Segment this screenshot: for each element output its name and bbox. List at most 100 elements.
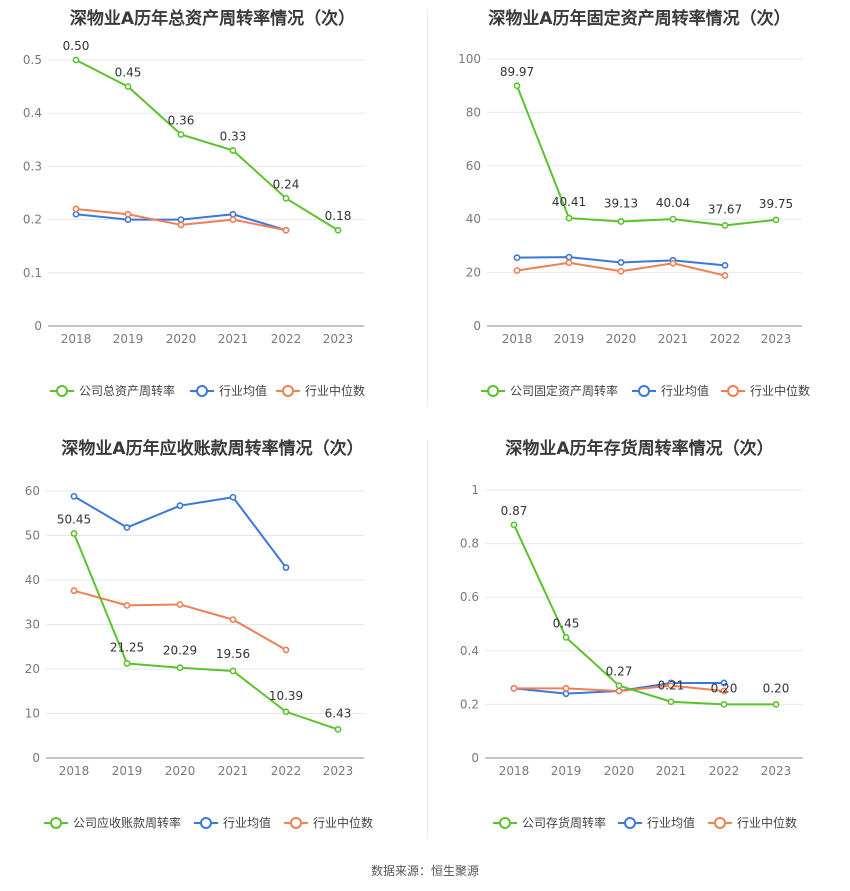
legend-item[interactable]: 公司固定资产周转率 (481, 383, 618, 398)
y-tick-label: 80 (466, 105, 481, 119)
data-point (617, 218, 625, 225)
data-point (72, 210, 80, 218)
x-tick-label: 2018 (499, 764, 530, 778)
x-tick-label: 2018 (59, 764, 90, 778)
legend-marker-icon (50, 817, 62, 829)
data-point (513, 82, 521, 90)
legend-label: 行业中位数 (737, 815, 797, 830)
data-point (229, 210, 237, 218)
data-point (282, 646, 290, 654)
legend-marker-icon (200, 817, 212, 829)
data-point (562, 684, 570, 692)
y-tick-label: 0.1 (23, 266, 42, 280)
legend-item[interactable]: 行业中位数 (284, 815, 373, 830)
legend-item[interactable]: 行业中位数 (276, 383, 365, 398)
data-point (772, 700, 780, 708)
data-point (177, 216, 185, 223)
legend-label: 行业均值 (223, 815, 271, 830)
x-tick-label: 2021 (218, 332, 249, 346)
data-point (124, 210, 132, 218)
legend-item[interactable]: 行业中位数 (708, 815, 797, 830)
data-point (70, 587, 78, 595)
data-point (565, 259, 573, 267)
x-tick-label: 2022 (271, 332, 302, 346)
x-tick-label: 2022 (709, 764, 740, 778)
legend-label: 公司应收账款周转率 (73, 815, 181, 830)
data-point (721, 261, 729, 269)
legend-marker-icon (638, 385, 650, 397)
data-point (176, 664, 184, 672)
data-label: 39.75 (759, 197, 793, 211)
y-tick-label: 0.6 (460, 590, 479, 604)
chart-plot: 0 10 20 30 40 50 60 2018 2019 2020 2021 2022 2023 50.… (25, 484, 373, 830)
data-point (667, 698, 675, 706)
legend-label: 公司固定资产周转率 (510, 383, 618, 398)
legend-item[interactable]: 公司总资产周转率 (50, 383, 175, 398)
x-tick-label: 2021 (656, 764, 687, 778)
data-label: 39.13 (604, 197, 638, 211)
data-label: 89.97 (500, 65, 534, 79)
data-label: 40.04 (656, 196, 690, 210)
data-label: 6.43 (325, 706, 352, 720)
data-label: 0.36 (168, 113, 195, 127)
y-tick-label: 20 (466, 266, 481, 280)
x-tick-label: 2022 (271, 764, 302, 778)
data-point (615, 682, 623, 690)
data-point (72, 205, 80, 213)
legend-item[interactable]: 公司应收账款周转率 (44, 815, 181, 830)
legend-item[interactable]: 行业均值 (632, 383, 709, 398)
x-tick-label: 2020 (606, 332, 637, 346)
data-point (282, 194, 290, 202)
data-point (667, 682, 675, 690)
x-tick-label: 2022 (710, 332, 741, 346)
chart-plot: 0 0.1 0.2 0.3 0.4 0.5 2018 2019 2020 2021 2022 2023… (23, 39, 365, 398)
y-tick-label: 20 (25, 662, 40, 676)
x-tick-label: 2019 (112, 764, 143, 778)
data-point (720, 687, 728, 695)
legend-marker-icon (290, 817, 302, 829)
data-label: 0.45 (115, 66, 142, 80)
chart-plot: 0 20 40 60 80 100 2018 2019 2020 2021 2022 2023 89.9… (458, 52, 810, 398)
x-tick-label: 2018 (61, 332, 92, 346)
panel-divider (427, 440, 428, 838)
y-tick-label: 0.4 (23, 106, 42, 120)
data-point (123, 660, 131, 667)
chart-title: 深物业A历年应收账款周转率情况（次） (61, 439, 364, 459)
x-tick-label: 2020 (166, 332, 197, 346)
legend-item[interactable]: 行业均值 (190, 383, 267, 398)
y-tick-label: 0.8 (460, 537, 479, 551)
data-label: 40.41 (552, 195, 586, 209)
legend-marker-icon (727, 385, 739, 397)
data-label: 37.67 (708, 202, 742, 216)
data-point (229, 667, 237, 675)
x-tick-label: 2018 (502, 332, 533, 346)
data-point (176, 502, 184, 510)
x-tick-label: 2023 (761, 332, 792, 346)
legend-item[interactable]: 公司存货周转率 (493, 815, 606, 830)
data-point (510, 684, 518, 692)
x-tick-label: 2023 (761, 764, 792, 778)
data-point (721, 272, 729, 279)
data-point (282, 564, 290, 571)
chart-plot: 0 0.2 0.4 0.6 0.8 1 2018 2019 2020 2021 2022 2023 0.… (460, 483, 803, 830)
x-tick-label: 2021 (658, 332, 689, 346)
series-line (513, 524, 776, 706)
legend-marker-icon (499, 817, 511, 829)
data-point (617, 267, 625, 275)
legend-item[interactable]: 行业均值 (618, 815, 695, 830)
chart-inventory-turnover: 深物业A历年存货周转率情况（次） 0 0.2 0.4 0.6 0.8 1 2018 2019 2… (427, 432, 850, 864)
data-point (562, 633, 570, 641)
y-tick-label: 30 (25, 618, 40, 632)
x-tick-label: 2019 (113, 332, 144, 346)
legend-item[interactable]: 行业均值 (194, 815, 271, 830)
data-point (772, 216, 780, 224)
data-point (229, 493, 237, 501)
legend-item[interactable]: 行业中位数 (721, 383, 810, 398)
data-label: 20.29 (163, 644, 197, 658)
panel-divider (427, 10, 428, 406)
data-label: 0.33 (220, 129, 247, 143)
legend-label: 行业均值 (661, 383, 709, 398)
data-point (176, 601, 184, 608)
data-label: 0.27 (606, 665, 633, 679)
y-tick-label: 50 (25, 529, 40, 543)
